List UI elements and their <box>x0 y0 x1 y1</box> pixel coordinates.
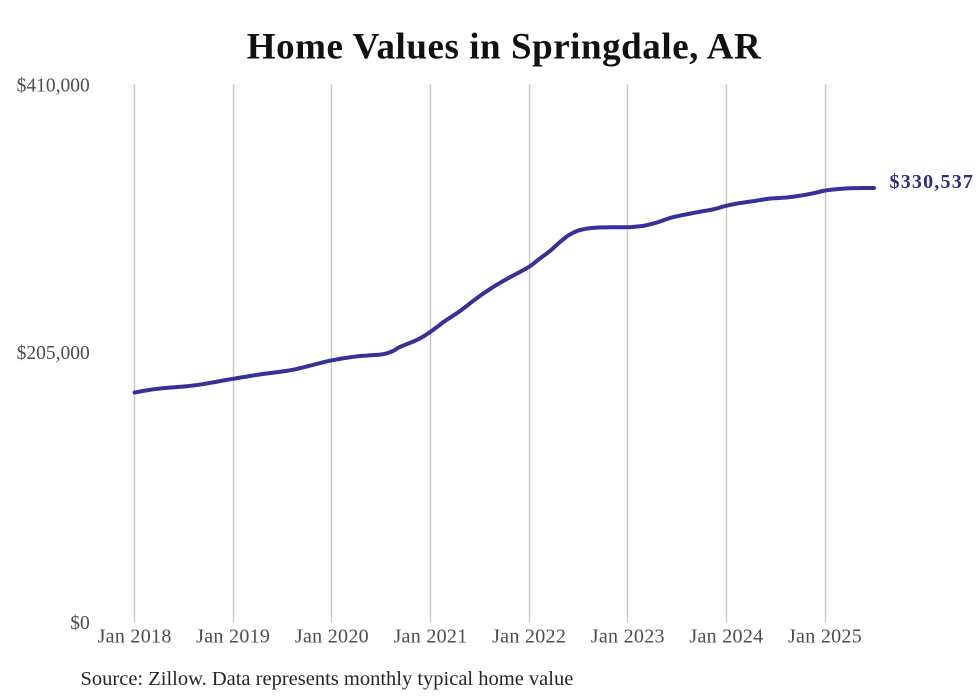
svg-text:Home Values in Springdale, AR: Home Values in Springdale, AR <box>247 27 762 68</box>
svg-text:Jan 2018: Jan 2018 <box>98 626 172 648</box>
svg-text:Jan 2020: Jan 2020 <box>295 626 369 648</box>
svg-text:$330,537: $330,537 <box>890 171 975 193</box>
svg-text:Jan 2021: Jan 2021 <box>393 626 467 648</box>
svg-text:Source: Zillow. Data represent: Source: Zillow. Data represents monthly … <box>81 668 574 690</box>
svg-text:Jan 2023: Jan 2023 <box>591 626 665 648</box>
svg-text:Jan 2025: Jan 2025 <box>788 626 862 648</box>
svg-text:$0: $0 <box>70 613 90 634</box>
svg-text:$410,000: $410,000 <box>17 75 90 96</box>
svg-text:Jan 2022: Jan 2022 <box>492 626 566 648</box>
svg-text:Jan 2024: Jan 2024 <box>689 626 763 648</box>
svg-text:Jan 2019: Jan 2019 <box>196 626 270 648</box>
svg-text:$205,000: $205,000 <box>17 343 90 364</box>
